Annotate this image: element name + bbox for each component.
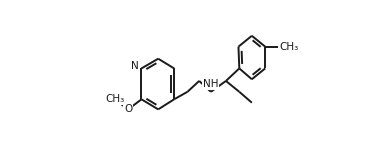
Text: N: N [131, 61, 139, 71]
Text: CH₃: CH₃ [279, 42, 299, 52]
Text: NH: NH [203, 79, 219, 89]
Text: CH₃: CH₃ [105, 94, 124, 104]
Text: O: O [124, 104, 132, 114]
